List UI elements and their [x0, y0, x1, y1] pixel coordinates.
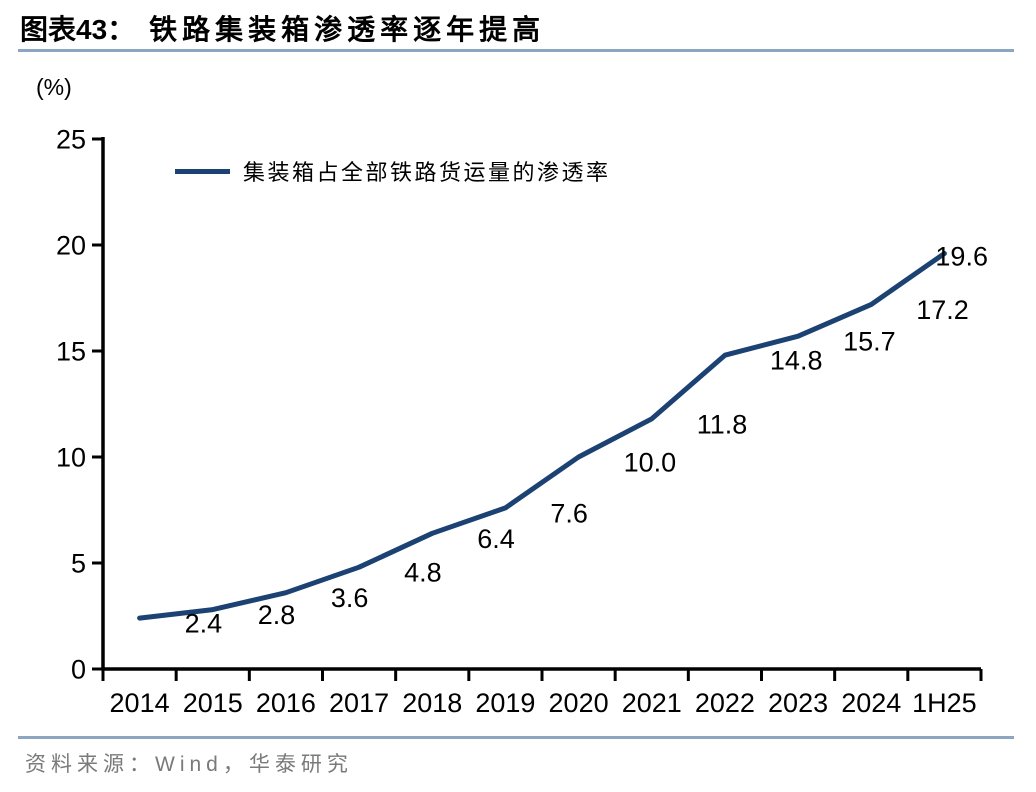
x-axis-tick-label: 2018 [402, 688, 462, 718]
x-axis-tick-label: 2020 [549, 688, 609, 718]
x-axis-tick-label: 2015 [183, 688, 243, 718]
x-axis-tick-label: 2014 [110, 688, 170, 718]
source-note: 资料来源：Wind，华泰研究 [25, 753, 353, 776]
y-axis-tick-label: 10 [56, 443, 86, 473]
data-label: 6.4 [477, 524, 515, 554]
data-label: 2.4 [185, 609, 223, 639]
footer-divider [18, 736, 1014, 739]
data-label: 3.6 [331, 583, 369, 613]
figure-number: 图表43： [20, 14, 136, 45]
title-divider [18, 49, 1014, 52]
data-label: 15.7 [843, 327, 896, 357]
figure-title: 铁路集装箱渗透率逐年提高 [149, 14, 546, 45]
y-axis-tick-label: 0 [71, 655, 86, 685]
data-label: 17.2 [916, 295, 969, 325]
y-axis-tick-label: 15 [56, 337, 86, 367]
x-axis-tick-label: 2021 [622, 688, 682, 718]
x-axis-tick-label: 2023 [768, 688, 828, 718]
axis-frame [101, 137, 981, 671]
legend-line-swatch [175, 168, 230, 174]
data-label: 19.6 [935, 241, 988, 271]
series-line [137, 251, 947, 621]
page-title: 图表43： 铁路集装箱渗透率逐年提高 [20, 8, 545, 48]
data-label: 4.8 [404, 558, 442, 588]
data-label: 14.8 [770, 346, 823, 376]
x-axis-tick-label: 1H25 [912, 688, 977, 718]
legend-label: 集装箱占全部铁路货运量的渗透率 [243, 160, 611, 185]
x-axis-tick-label: 2022 [695, 688, 755, 718]
y-axis-tick-label: 5 [71, 549, 86, 579]
y-axis-tick-label: 25 [56, 125, 86, 155]
x-axis-tick-label: 2017 [329, 688, 389, 718]
x-axis-tick-label: 2024 [841, 688, 901, 718]
data-label: 11.8 [697, 409, 748, 439]
x-axis-tick-label: 2016 [256, 688, 316, 718]
legend: 集装箱占全部铁路货运量的渗透率 [175, 155, 611, 187]
y-axis-unit-label: (%) [36, 74, 72, 100]
data-label: 7.6 [550, 498, 588, 528]
x-axis-tick-label: 2019 [475, 688, 535, 718]
data-label: 2.8 [258, 600, 296, 630]
data-label: 10.0 [624, 448, 677, 478]
y-axis-tick-label: 20 [56, 231, 86, 261]
